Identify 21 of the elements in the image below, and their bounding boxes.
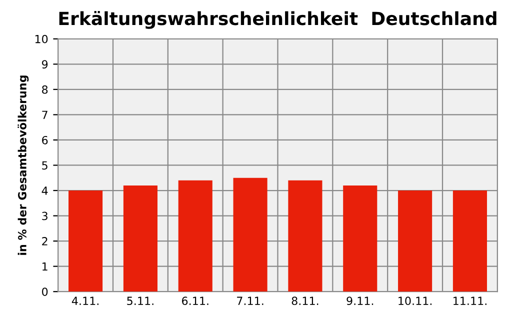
y-axis-title: in % der Gesamtbevölkerung [18, 76, 29, 255]
x-tick-label: 6.11. [182, 296, 208, 306]
y-tick-label: 9 [42, 60, 48, 69]
y-tick-label: 5 [42, 161, 48, 170]
y-tick-label: 8 [42, 85, 48, 94]
y-tick-label: 2 [42, 237, 48, 246]
chart-title: Erkältungswahrscheinlichkeit Deutschland [59, 11, 496, 29]
y-tick-label: 4 [42, 186, 48, 195]
y-tick-label: 10 [35, 34, 48, 44]
y-tick-label: 7 [42, 110, 48, 119]
x-tick-label: 5.11. [127, 296, 154, 306]
x-tick-label: 11.11. [454, 296, 486, 305]
y-tick-label: 1 [42, 262, 48, 271]
y-tick-label: 6 [42, 136, 48, 144]
x-tick-label: 10.11. [398, 296, 432, 306]
x-tick-label: 8.11. [292, 296, 318, 306]
y-tick-label: 3 [42, 212, 48, 220]
x-tick-label: 9.11. [346, 296, 374, 306]
x-tick-label: 4.11. [72, 296, 98, 305]
x-tick-label: 7.11. [237, 296, 264, 305]
y-tick-label: 0 [42, 288, 48, 296]
